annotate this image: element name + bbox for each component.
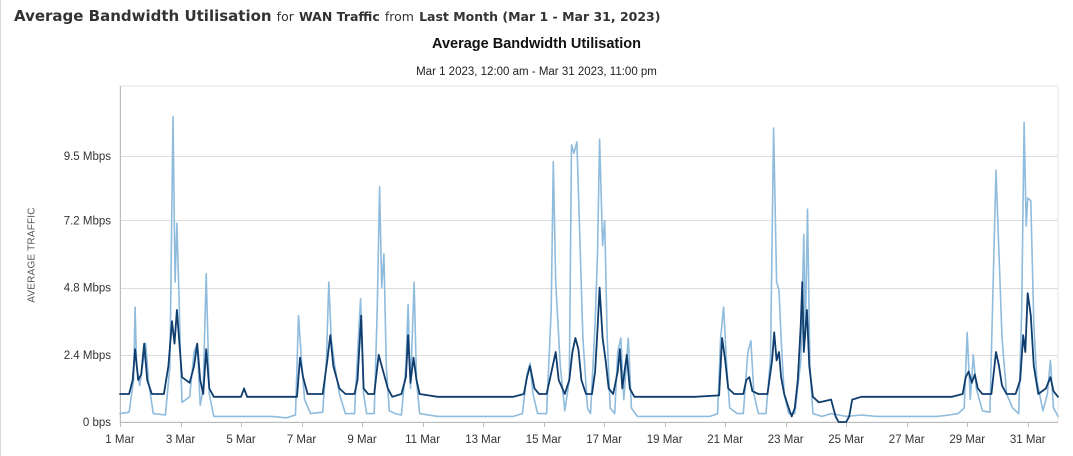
y-tick-label: 4.8 Mbps	[64, 283, 112, 295]
report-subject: WAN Traffic	[298, 9, 380, 24]
x-tick-label: 11 Mar	[405, 434, 440, 446]
x-tick-label: 7 Mar	[287, 434, 317, 446]
report-header: Average Bandwidth Utilisation for WAN Tr…	[14, 6, 660, 25]
report-for-text: for	[276, 9, 294, 24]
x-tick-label: 31 Mar	[1010, 434, 1046, 446]
chart-subtitle: Mar 1 2023, 12:00 am - Mar 31 2023, 11:0…	[416, 66, 657, 78]
report-period: Last Month (Mar 1 - Mar 31, 2023)	[419, 9, 661, 24]
x-tick-label: 17 Mar	[586, 434, 622, 446]
x-tick-label: 27 Mar	[889, 434, 925, 446]
series-line-light	[119, 116, 1059, 419]
report-from-text: from	[384, 9, 414, 24]
x-tick-label: 21 Mar	[707, 434, 743, 446]
series-line-dark	[119, 281, 1059, 423]
y-tick-label: 0 bps	[83, 417, 111, 429]
x-tick-label: 13 Mar	[465, 434, 501, 446]
report-title: Average Bandwidth Utilisation	[14, 7, 272, 25]
x-tick-label: 25 Mar	[828, 434, 864, 446]
x-tick-label: 1 Mar	[105, 434, 135, 446]
x-tick-label: 19 Mar	[647, 434, 683, 446]
chart-title: Average Bandwidth Utilisation	[432, 36, 641, 52]
x-tick-label: 23 Mar	[768, 434, 804, 446]
x-tick-label: 15 Mar	[526, 434, 562, 446]
plot-area	[119, 85, 1059, 423]
y-tick-label: 9.5 Mbps	[64, 151, 112, 163]
x-tick-label: 3 Mar	[166, 434, 196, 446]
y-tick-label: 7.2 Mbps	[64, 215, 112, 227]
x-tick-label: 29 Mar	[949, 434, 985, 446]
x-tick-label: 9 Mar	[347, 434, 377, 446]
y-tick-label: 2.4 Mbps	[64, 350, 112, 362]
x-tick-label: 5 Mar	[226, 434, 256, 446]
